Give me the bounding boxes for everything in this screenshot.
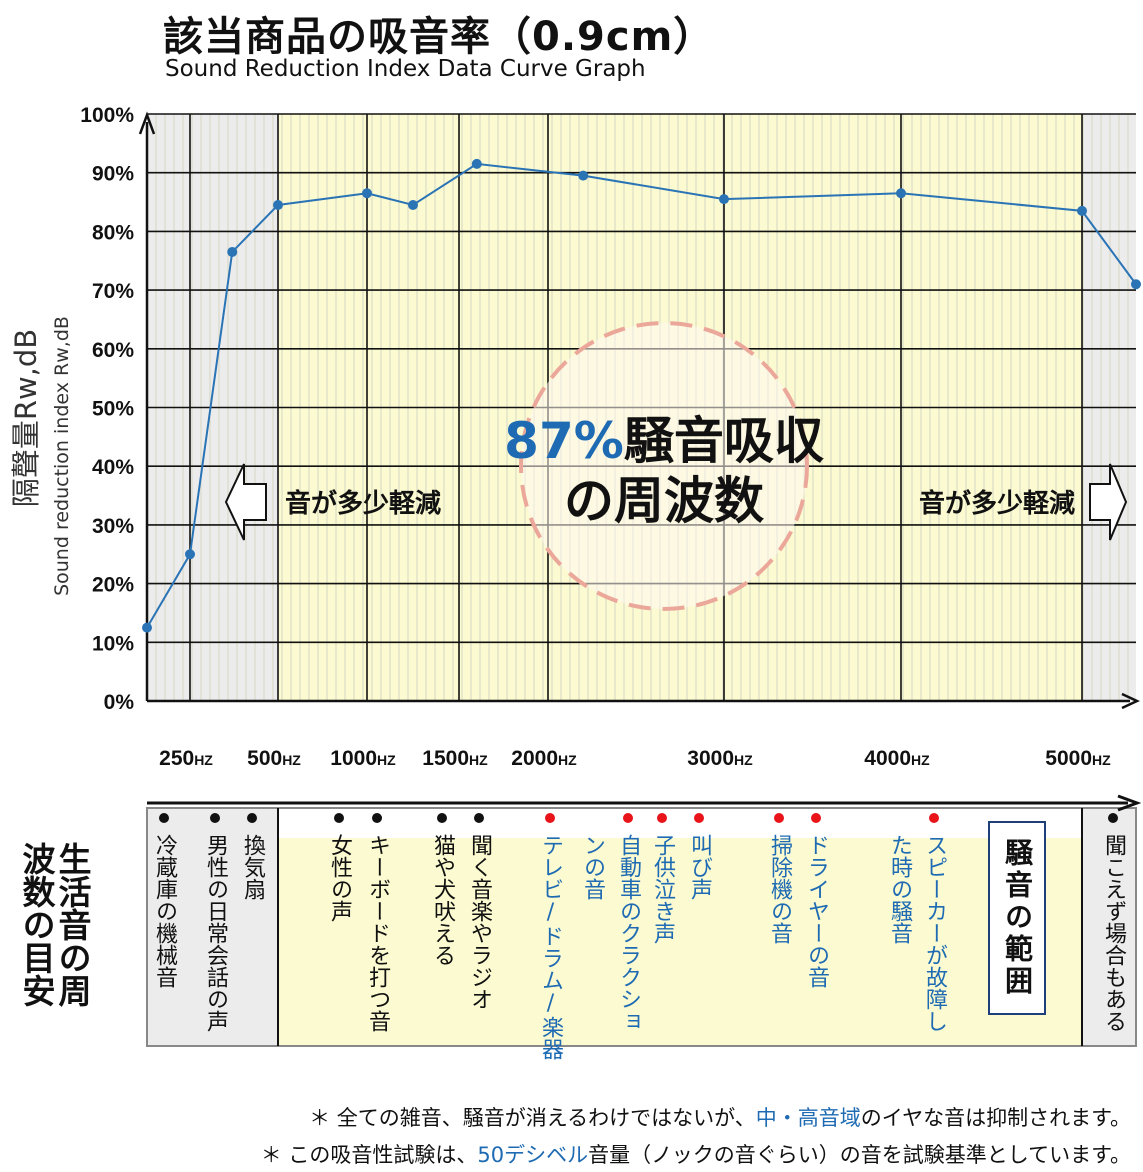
life-sound-item: 聞く音楽やラジオ [467,834,492,1010]
y-tick-label: 100% [80,104,134,127]
x-tick-label: 5000HZ [1045,747,1111,770]
note-2-highlight: 50デシベル [477,1143,589,1167]
table-arrow-head [1117,794,1142,812]
focus-circle [519,321,809,611]
data-point [1131,279,1141,290]
data-line [146,162,1137,629]
y-tick-label: 90% [92,163,134,186]
life-sound-item: 猫や犬吠える [430,834,455,966]
data-point [408,199,418,210]
y-tick-label: 0% [104,691,135,714]
item-dot [159,813,169,823]
data-point [185,549,195,560]
center-annotation-line-1: 87%騒音吸収 [504,412,824,470]
life-sound-item: ンの音 [580,834,605,900]
item-dot [210,813,220,823]
note-2-part-a: ＊ この吸音性試験は、 [260,1143,478,1167]
data-point [142,622,152,633]
y-axis-arrow [138,111,156,135]
item-dot [372,813,382,823]
life-sound-item: 叫び声 [687,834,712,900]
x-tick-label: 3000HZ [687,747,753,770]
life-sound-item: テレビ/ドラム/楽器 [538,834,563,1060]
life-sound-item: 男性の日常会話の声 [203,834,228,1032]
life-sound-side-label: 生活音の周波数の目安 [17,842,92,1007]
life-sound-item: た時の騒音 [887,834,912,944]
data-point [362,188,372,199]
y-tick-label: 30% [92,515,134,538]
y-tick-label: 20% [92,574,134,597]
center-annotation-line-2: の周波数 [564,472,764,530]
note-1-part-c: のイヤな音は抑制されます。 [860,1106,1131,1130]
life-sound-item: ドライヤーの音 [804,834,829,988]
x-tick-label: 1500HZ [422,747,488,770]
data-point [578,170,589,181]
item-dot [929,813,939,823]
y-tick-label: 80% [92,221,134,244]
note-1-part-a: ＊ 全ての雑音、騒音が消えるわけではないが、 [309,1106,756,1130]
note-line-1: ＊ 全ての雑音、騒音が消えるわけではないが、中・高音域のイヤな音は抑制されます。 [309,1102,1131,1132]
item-dot [774,813,784,823]
data-point [1077,205,1087,216]
note-2-part-c: 音量（ノックの音ぐらい）の音を試験基準としています。 [588,1143,1131,1167]
item-dot [545,813,555,823]
life-sound-item: 自動車のクラクショ [616,834,641,1032]
page-title: 該当商品の吸音率（0.9cm） [163,14,715,60]
y-tick-label: 60% [92,339,134,362]
note-1-highlight: 中・高音域 [755,1106,861,1130]
x-axis-arrow [1121,692,1140,710]
y-axis-title-ja: 隔聲量Rw,dB [9,329,43,507]
x-tick-label: 500HZ [247,747,301,770]
right-note: 音が多少軽減 [919,488,1075,519]
table-band [147,838,1136,1046]
life-sound-item: 冷蔵庫の機械音 [152,834,177,988]
data-point [896,188,906,199]
item-dot [811,813,821,823]
life-sound-item: キーボードを打つ音 [365,834,390,1032]
x-tick-label: 2000HZ [511,747,577,770]
y-tick-label: 70% [92,280,134,303]
data-point [719,194,729,205]
y-tick-label: 10% [92,632,134,655]
noise-range-label: 騒音の範囲 [988,821,1046,1015]
x-tick-label: 1000HZ [330,747,396,770]
item-dot [437,813,447,823]
item-dot [334,813,344,823]
data-point [273,199,283,210]
y-axis-title-en: Sound reduction index Rw,dB [51,316,73,596]
data-point [227,246,238,257]
y-tick-label: 50% [92,398,134,421]
x-tick-label: 4000HZ [864,747,930,770]
table-high-shade [1082,808,1136,1046]
life-sound-item: スピーカーが故障し [922,834,947,1032]
item-dot [694,813,704,823]
life-sound-item: 換気扇 [240,834,265,900]
life-sound-item: 掃除機の音 [767,834,792,944]
y-tick-label: 40% [92,456,134,479]
right-arrow-icon [1089,463,1128,541]
left-note: 音が多少軽減 [285,488,441,519]
item-dot [247,813,257,823]
item-dot [1108,813,1118,823]
page-subtitle: Sound Reduction Index Data Curve Graph [165,56,646,82]
note-line-2: ＊ この吸音性試験は、50デシベル音量（ノックの音ぐらい）の音を試験基準としてい… [261,1139,1131,1169]
item-dot [474,813,484,823]
life-sound-item: 子供泣き声 [650,834,675,944]
left-arrow-icon [224,463,267,541]
x-tick-label: 250HZ [159,747,213,770]
table-border [146,807,1137,1047]
life-sound-item: 女性の声 [327,834,352,922]
table-low-shade [147,808,278,1046]
item-dot [623,813,633,823]
life-sound-item: 聞こえず場合もある [1101,834,1126,1032]
item-dot [657,813,667,823]
data-point [471,158,482,169]
